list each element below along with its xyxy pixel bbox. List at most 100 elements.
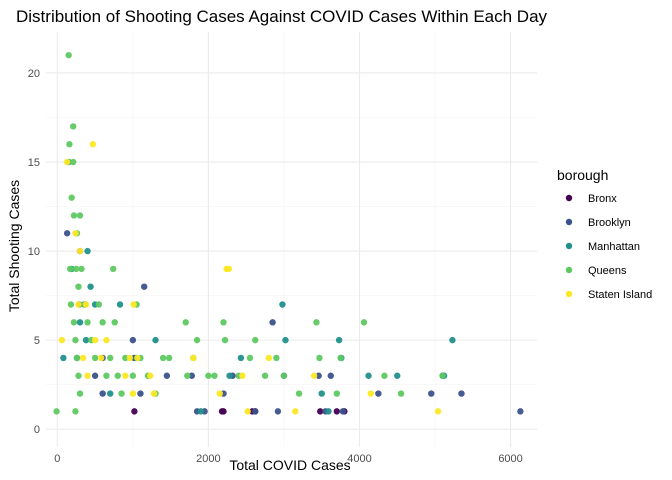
point-staten-island [84, 372, 91, 379]
point-brooklyn [339, 408, 347, 415]
point-manhattan [84, 247, 91, 255]
point-staten-island [58, 336, 66, 344]
point-manhattan [282, 336, 289, 344]
point-queens [95, 301, 103, 308]
grid-lines [46, 32, 537, 447]
point-queens [66, 265, 74, 273]
point-queens [68, 194, 75, 201]
point-queens [205, 372, 212, 379]
point-brooklyn [327, 372, 334, 379]
point-bronx [131, 408, 138, 415]
point-staten-island [82, 301, 90, 308]
legend-key-brooklyn [565, 218, 573, 226]
point-queens [75, 372, 82, 379]
point-queens [73, 265, 80, 273]
point-brooklyn [141, 283, 148, 290]
point-queens [99, 319, 106, 326]
legend-label-brooklyn: Brooklyn [588, 217, 631, 229]
point-manhattan [335, 336, 343, 344]
point-queens [360, 319, 368, 326]
y-tick-label: 10 [28, 246, 40, 258]
point-staten-island [89, 141, 97, 148]
point-queens [439, 372, 446, 379]
point-brooklyn [315, 372, 322, 379]
point-queens [91, 354, 99, 362]
point-queens [70, 212, 78, 219]
point-manhattan [107, 390, 114, 397]
point-queens [273, 354, 280, 362]
point-brooklyn [252, 408, 259, 415]
point-staten-island [216, 390, 223, 397]
point-manhattan [226, 372, 233, 379]
point-queens [75, 283, 82, 290]
point-brooklyn [375, 390, 382, 397]
point-queens [165, 354, 173, 362]
point-queens [397, 390, 405, 397]
point-manhattan [82, 336, 90, 344]
point-queens [107, 354, 114, 362]
point-queens [78, 265, 85, 273]
point-manhattan [87, 283, 94, 290]
point-queens [73, 354, 81, 362]
legend-key-bronx [565, 194, 573, 202]
point-manhattan [449, 336, 456, 344]
point-queens [118, 390, 125, 397]
point-manhattan [325, 408, 332, 415]
legend-key-staten-island [565, 290, 573, 298]
point-staten-island [244, 408, 251, 415]
data-points [53, 51, 524, 415]
point-queens [84, 319, 91, 326]
point-staten-island [97, 354, 105, 362]
point-staten-island [130, 301, 137, 308]
point-brooklyn [129, 336, 137, 344]
point-queens [72, 408, 79, 415]
point-staten-island [72, 230, 79, 237]
point-manhattan [318, 390, 325, 397]
y-tick-labels: 0 5 10 15 20 [28, 68, 40, 436]
point-brooklyn [517, 408, 524, 415]
chart-title: Distribution of Shooting Cases Against C… [16, 7, 548, 26]
point-manhattan [152, 336, 159, 344]
point-queens [76, 390, 84, 397]
x-tick-label: 6000 [498, 453, 522, 465]
legend-key-queens [565, 266, 573, 274]
point-queens [252, 336, 259, 344]
legend-label-staten-island: Staten Island [588, 289, 652, 301]
point-manhattan [237, 354, 245, 362]
point-staten-island [129, 390, 137, 397]
point-queens [261, 372, 269, 379]
point-queens [182, 319, 189, 326]
point-staten-island [103, 336, 110, 344]
y-tick-label: 5 [34, 335, 40, 347]
point-queens [72, 336, 79, 344]
point-queens [110, 265, 117, 273]
point-staten-island [434, 408, 442, 415]
point-manhattan [279, 301, 286, 308]
point-queens [114, 372, 121, 379]
point-staten-island [147, 372, 154, 379]
point-queens [313, 319, 320, 326]
legend-label-queens: Queens [588, 265, 627, 277]
legend-label-manhattan: Manhattan [588, 241, 640, 253]
point-staten-island [126, 354, 134, 362]
point-staten-island [63, 158, 71, 166]
legend-title: borough [557, 167, 608, 183]
legend-key-manhattan [565, 242, 573, 250]
point-brooklyn [163, 372, 171, 379]
point-staten-island [75, 301, 82, 308]
point-queens [381, 372, 388, 379]
point-queens [122, 354, 129, 362]
x-tick-label: 0 [54, 453, 60, 465]
y-tick-label: 0 [34, 424, 40, 436]
point-staten-island [292, 408, 299, 415]
point-bronx [317, 408, 324, 415]
point-queens [103, 372, 110, 379]
point-manhattan [76, 319, 84, 326]
point-queens [193, 336, 201, 344]
x-tick-label: 2000 [196, 453, 220, 465]
point-staten-island [367, 390, 375, 397]
point-queens [69, 123, 77, 130]
point-queens [221, 336, 229, 344]
y-tick-label: 15 [28, 157, 40, 169]
